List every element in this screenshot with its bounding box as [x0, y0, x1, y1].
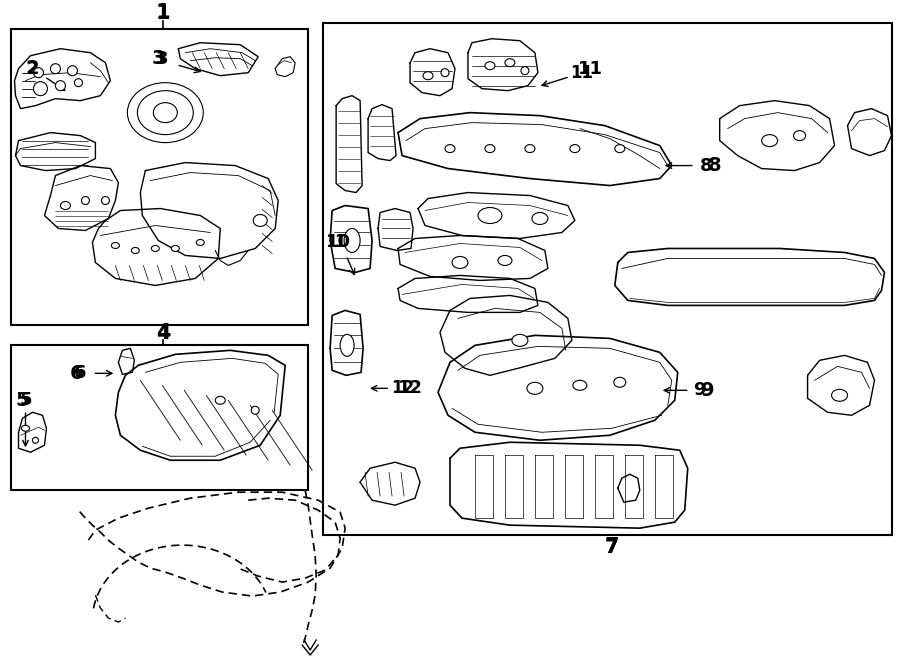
- Text: 7: 7: [605, 537, 618, 557]
- Text: 10: 10: [326, 233, 351, 251]
- Ellipse shape: [505, 59, 515, 67]
- Text: 4: 4: [156, 323, 171, 343]
- Text: 11: 11: [579, 59, 603, 78]
- Bar: [323, 22, 893, 535]
- Ellipse shape: [525, 145, 535, 153]
- Ellipse shape: [340, 334, 354, 356]
- Ellipse shape: [56, 81, 66, 91]
- Ellipse shape: [526, 382, 543, 395]
- Ellipse shape: [33, 67, 43, 78]
- Ellipse shape: [423, 71, 433, 80]
- Text: 8: 8: [699, 157, 712, 175]
- Ellipse shape: [215, 397, 225, 405]
- Text: 4: 4: [157, 324, 170, 343]
- Text: 1: 1: [157, 3, 170, 22]
- Ellipse shape: [138, 91, 194, 135]
- Ellipse shape: [478, 208, 502, 223]
- Ellipse shape: [614, 377, 626, 387]
- Ellipse shape: [832, 389, 848, 401]
- Ellipse shape: [102, 196, 110, 204]
- Ellipse shape: [22, 425, 30, 431]
- Ellipse shape: [452, 256, 468, 268]
- Ellipse shape: [532, 213, 548, 225]
- Text: 5: 5: [15, 391, 30, 410]
- Ellipse shape: [75, 79, 83, 87]
- Text: 10: 10: [335, 233, 357, 251]
- Bar: [11, 345, 308, 490]
- Text: 5: 5: [19, 391, 32, 409]
- Text: 8: 8: [708, 156, 722, 175]
- Ellipse shape: [615, 145, 625, 153]
- Ellipse shape: [33, 82, 48, 96]
- Text: 7: 7: [605, 537, 619, 557]
- Ellipse shape: [445, 145, 455, 153]
- Ellipse shape: [81, 196, 89, 204]
- Ellipse shape: [794, 131, 806, 141]
- Ellipse shape: [68, 65, 77, 75]
- Ellipse shape: [344, 229, 360, 253]
- Ellipse shape: [60, 202, 70, 210]
- Text: 9: 9: [701, 381, 715, 400]
- Text: 3: 3: [151, 49, 165, 68]
- Ellipse shape: [761, 135, 778, 147]
- Text: 6: 6: [69, 364, 83, 383]
- Ellipse shape: [196, 239, 204, 245]
- Text: 12: 12: [392, 379, 415, 397]
- Ellipse shape: [512, 334, 528, 346]
- Ellipse shape: [131, 247, 140, 253]
- Text: 12: 12: [398, 379, 422, 397]
- Bar: [11, 28, 308, 325]
- Ellipse shape: [441, 69, 449, 77]
- Text: 3: 3: [156, 50, 168, 67]
- Ellipse shape: [570, 145, 580, 153]
- Ellipse shape: [485, 145, 495, 153]
- Ellipse shape: [521, 67, 529, 75]
- Text: 9: 9: [694, 381, 706, 399]
- Text: 2: 2: [26, 59, 40, 78]
- Ellipse shape: [171, 245, 179, 251]
- Ellipse shape: [50, 63, 60, 73]
- Text: 2: 2: [26, 59, 39, 78]
- Text: 11: 11: [571, 63, 593, 82]
- Ellipse shape: [128, 83, 203, 143]
- Ellipse shape: [498, 255, 512, 266]
- Ellipse shape: [253, 215, 267, 227]
- Ellipse shape: [32, 438, 39, 444]
- Ellipse shape: [151, 245, 159, 251]
- Ellipse shape: [485, 61, 495, 69]
- Ellipse shape: [251, 407, 259, 414]
- Text: 6: 6: [74, 364, 86, 382]
- Ellipse shape: [112, 243, 120, 249]
- Ellipse shape: [573, 380, 587, 390]
- Text: 1: 1: [156, 3, 171, 22]
- Ellipse shape: [153, 102, 177, 123]
